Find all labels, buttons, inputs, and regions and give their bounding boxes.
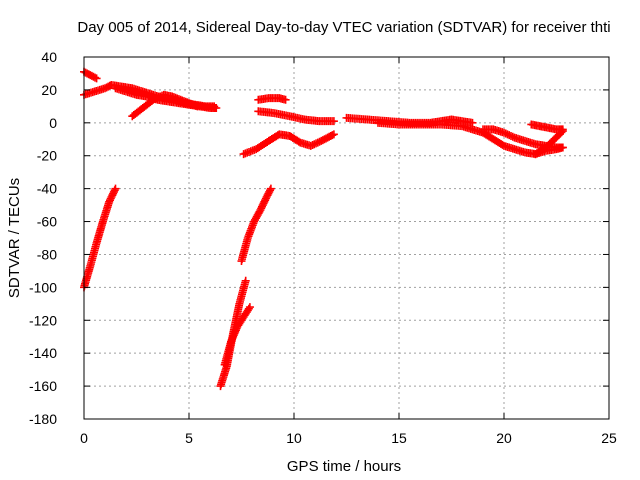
- series-arc-e: [128, 90, 202, 121]
- y-tick-label: -40: [37, 181, 57, 197]
- data-point: [152, 94, 161, 103]
- data-point: [149, 95, 158, 104]
- series-arc-k: [254, 107, 338, 126]
- x-tick-label: 5: [185, 430, 193, 446]
- x-tick-label: 15: [391, 430, 407, 446]
- data-point: [501, 129, 510, 138]
- y-tick-label: -80: [37, 246, 57, 262]
- y-axis-label: SDTVAR / TECUs: [6, 178, 23, 298]
- data-point: [306, 141, 315, 150]
- data-point: [505, 131, 514, 140]
- data-point: [244, 304, 253, 313]
- data-point: [508, 132, 517, 141]
- series-arc-i: [239, 130, 338, 159]
- y-tick-label: 20: [41, 82, 57, 98]
- grid-lines: [84, 57, 609, 419]
- axis-ticks: 0 5 10 15 20 25 40 20 0 -20 -40 -60 -80 -100 -120 -140 -…: [29, 49, 617, 446]
- y-tick-label: -20: [37, 148, 57, 164]
- series-arc-g: [220, 303, 254, 369]
- data-point: [193, 102, 202, 111]
- x-axis-label: GPS time / hours: [287, 458, 401, 475]
- x-tick-label: 10: [286, 430, 302, 446]
- data-point: [91, 73, 100, 82]
- y-tick-label: -140: [29, 345, 57, 361]
- data-point: [241, 276, 250, 285]
- data-point: [92, 74, 101, 83]
- x-tick-label: 25: [601, 430, 617, 446]
- data-series: [80, 67, 567, 391]
- data-point: [151, 94, 160, 103]
- x-tick-label: 0: [80, 430, 88, 446]
- x-tick-label: 20: [496, 430, 512, 446]
- data-point: [310, 140, 319, 149]
- y-tick-label: 40: [41, 49, 57, 65]
- data-point: [154, 93, 163, 102]
- data-point: [558, 143, 567, 152]
- data-point: [266, 186, 275, 195]
- data-point: [500, 128, 508, 137]
- data-point: [507, 131, 515, 140]
- data-point: [308, 141, 317, 150]
- data-point: [212, 104, 221, 113]
- data-point: [313, 138, 322, 147]
- series-arc-c: [80, 184, 120, 292]
- data-point: [266, 184, 275, 193]
- data-point: [328, 131, 337, 140]
- series-arc-m: [374, 118, 567, 159]
- y-tick-label: -160: [29, 378, 57, 394]
- series-arc-p: [531, 127, 567, 159]
- y-tick-label: 0: [49, 115, 57, 131]
- data-point: [329, 130, 338, 139]
- y-tick-label: -120: [29, 312, 57, 328]
- data-point: [111, 184, 120, 193]
- data-point: [312, 139, 321, 148]
- series-arc-h: [237, 184, 275, 266]
- data-point: [503, 130, 512, 139]
- plot-frame: [83, 56, 610, 420]
- series-arc-j: [254, 94, 290, 104]
- data-point: [156, 92, 165, 101]
- y-tick-label: -180: [29, 411, 57, 427]
- data-point: [558, 127, 567, 136]
- data-point: [329, 117, 338, 126]
- series-arc-a: [80, 67, 101, 83]
- data-point: [557, 128, 566, 137]
- y-tick-label: -60: [37, 214, 57, 230]
- y-tick-label: -100: [29, 279, 57, 295]
- data-point: [281, 95, 290, 104]
- chart-title: Day 005 of 2014, Sidereal Day-to-day VTE…: [77, 19, 610, 36]
- data-point: [245, 303, 254, 312]
